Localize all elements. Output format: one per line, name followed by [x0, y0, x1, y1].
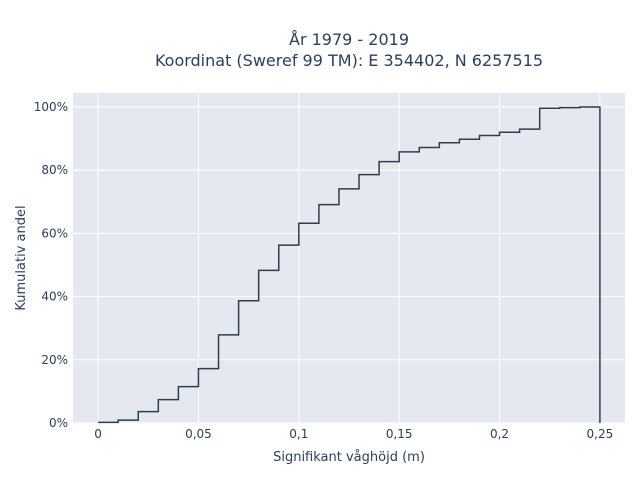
x-tick-label: 0,15: [386, 427, 413, 441]
y-tick-labels: 0% 20% 40% 60% 80% 100%: [34, 100, 68, 430]
chart-subtitle: Koordinat (Sweref 99 TM): E 354402, N 62…: [155, 51, 543, 70]
y-axis-title: Kumulativ andel: [14, 205, 29, 310]
y-tick-label: 0%: [49, 416, 68, 430]
y-gridlines: [73, 106, 625, 424]
x-axis-title: Signifikant våghöjd (m): [273, 450, 425, 465]
series-layer: [98, 106, 601, 424]
x-tick-label: 0: [94, 427, 102, 441]
x-tick-label: 0,25: [587, 427, 614, 441]
chart-title: År 1979 - 2019: [289, 30, 409, 49]
y-tick-label: 100%: [34, 100, 68, 114]
plot-area: [73, 93, 625, 423]
y-tick-label: 20%: [41, 353, 68, 367]
x-tick-label: 0,2: [490, 427, 509, 441]
y-tick-label: 60%: [41, 226, 68, 240]
x-tick-label: 0,1: [289, 427, 308, 441]
y-tick-label: 80%: [41, 163, 68, 177]
cumulative-step-line: [98, 106, 601, 424]
x-tick-labels: 0 0,05 0,1 0,15 0,2 0,25: [94, 427, 613, 441]
x-tick-label: 0,05: [185, 427, 212, 441]
y-tick-label: 40%: [41, 290, 68, 304]
